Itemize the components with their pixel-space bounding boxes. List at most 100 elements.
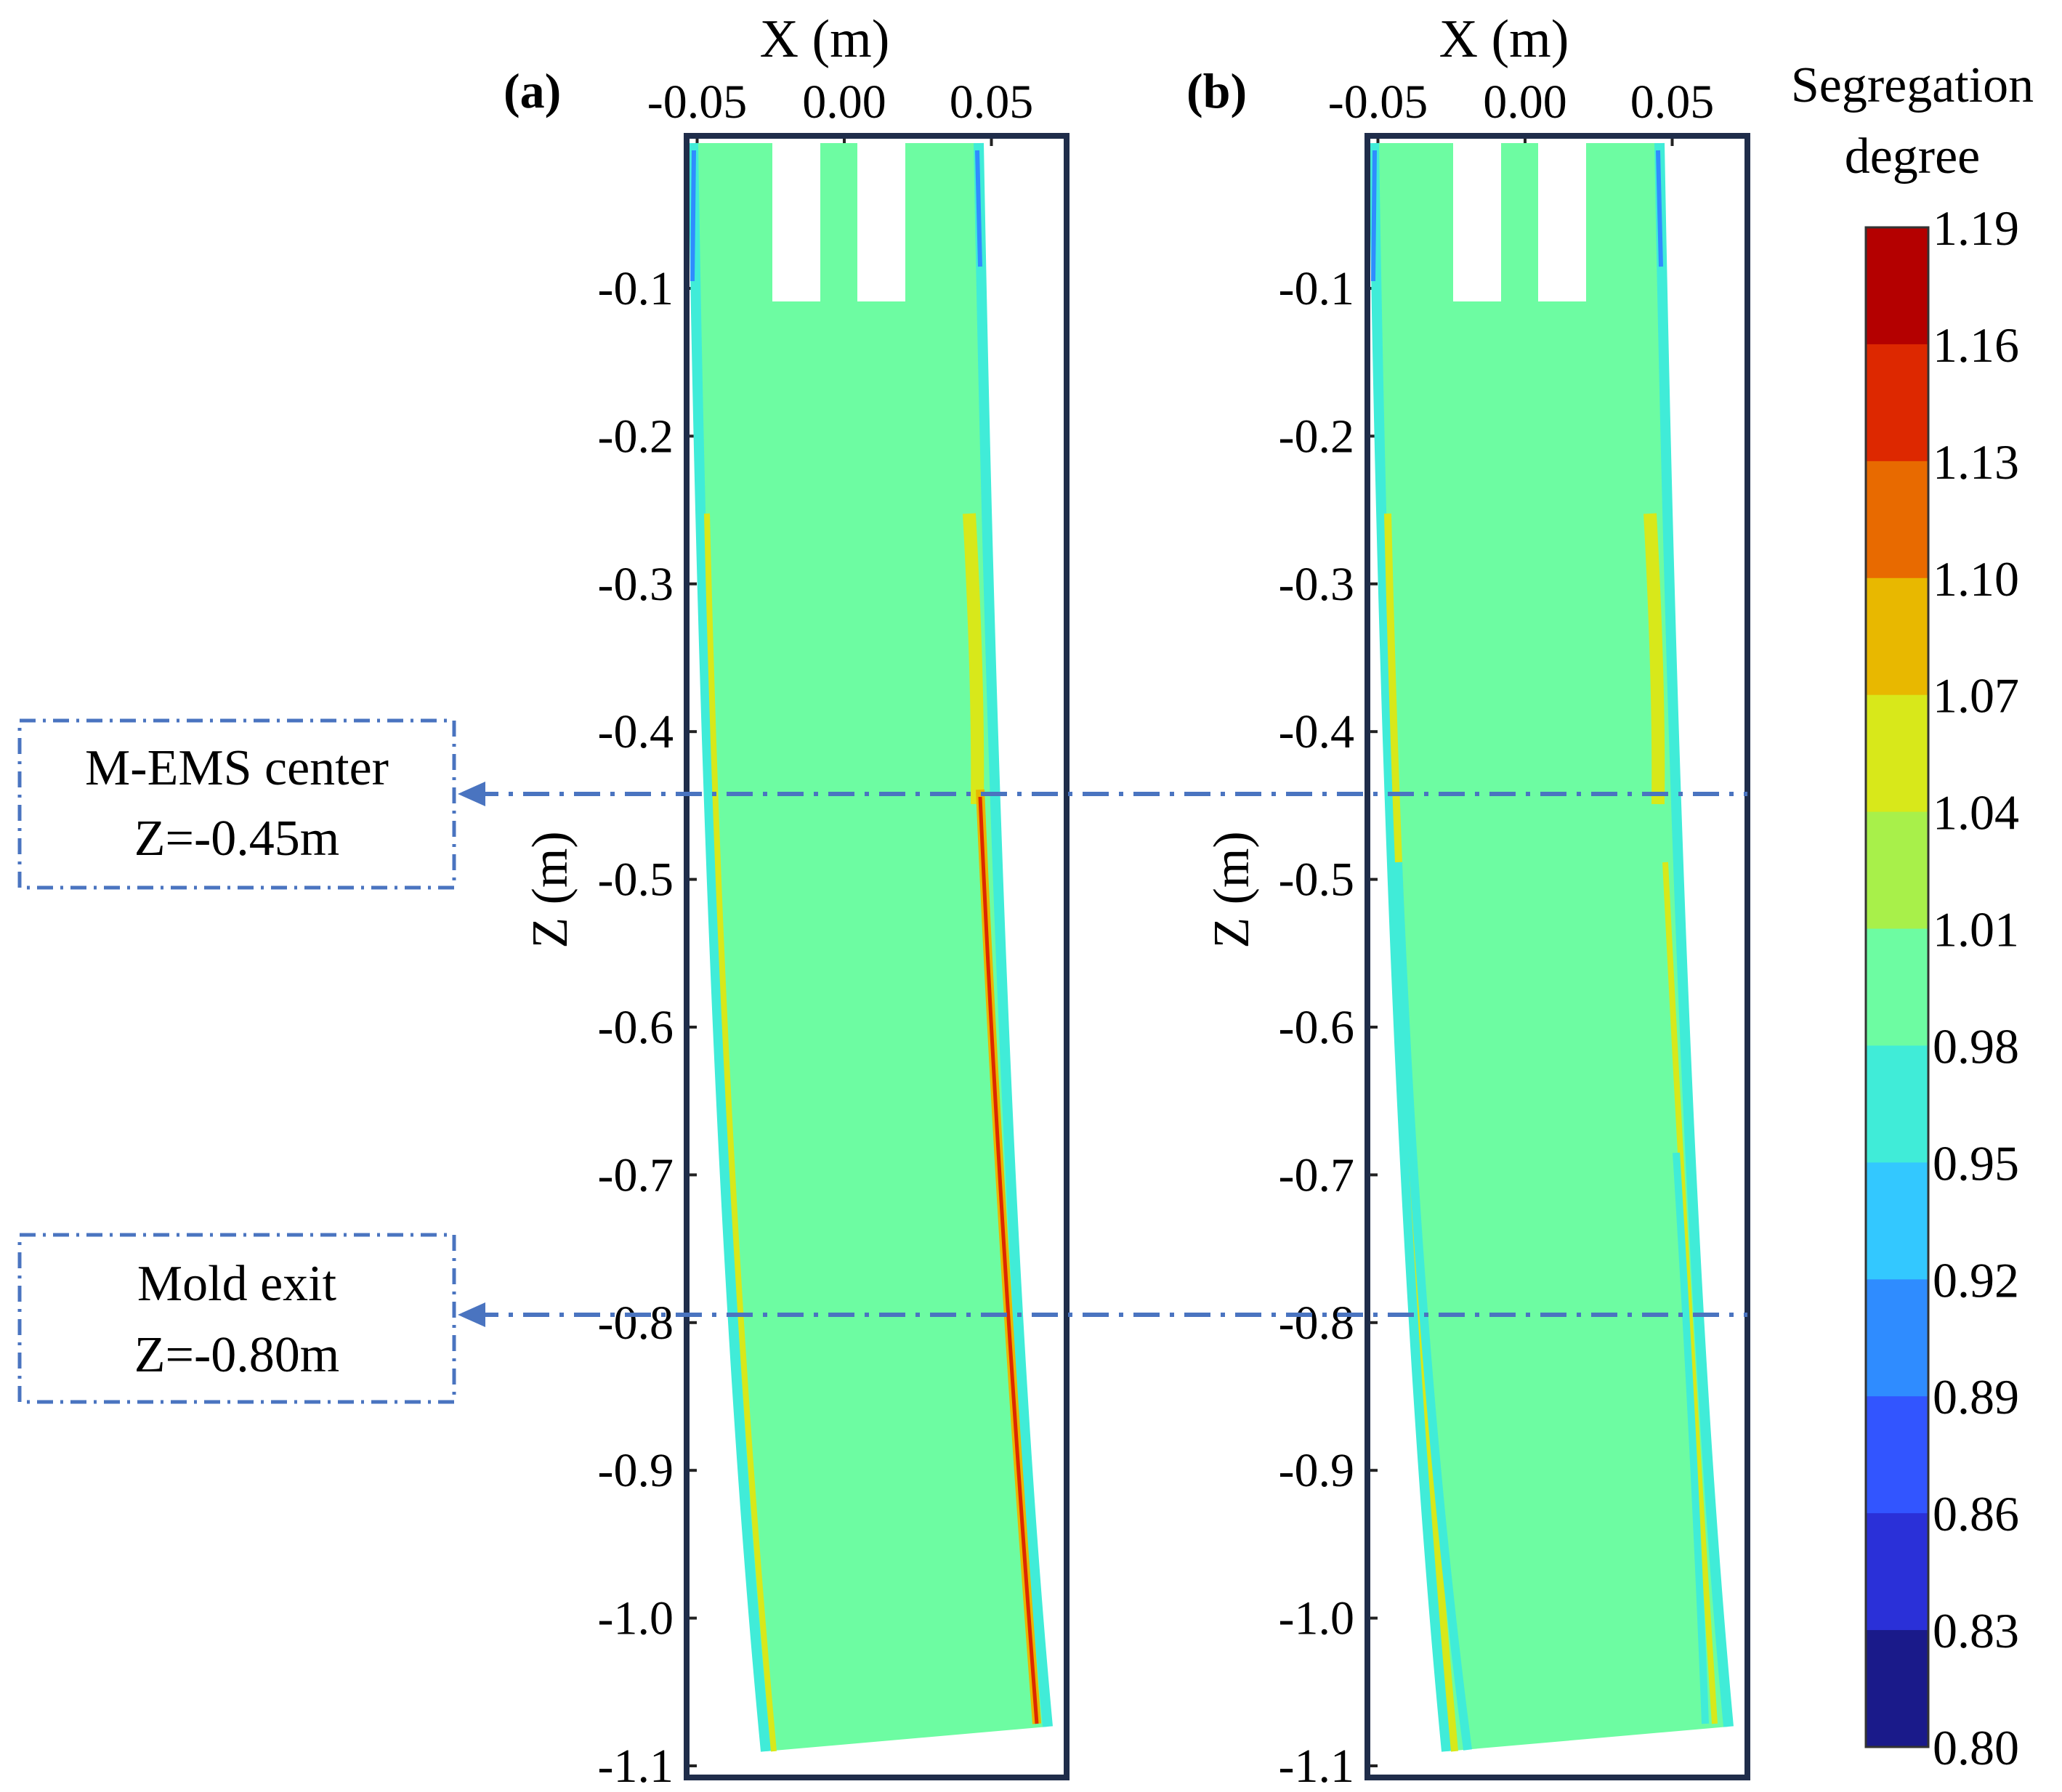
- colorbar-labels: 1.19 1.16 1.13 1.10 1.07 1.04 1.01 0.98 0.95 0.92…: [1933, 200, 2019, 1775]
- panel-a-ytick-label: -0.7: [598, 1148, 674, 1201]
- panel-b-left-band-cyan: [1394, 861, 1472, 1751]
- annotation-mold-line2: Z=-0.80m: [134, 1327, 340, 1383]
- panel-b-right-band-cyan: [1673, 1152, 1709, 1724]
- panel-a-xticks: -0.05 0.00 0.05: [647, 76, 1033, 146]
- annotations: M-EMS center Z=-0.45m Mold exit Z=-0.80m: [17, 718, 1747, 1404]
- annotation-mems-line1: M-EMS center: [85, 740, 389, 796]
- panel-a-ytick-label: -0.1: [598, 262, 674, 315]
- panel-b-yticks: -0.1 -0.2 -0.3 -0.4 -0.5 -0.6 -0.7 -0.8 -0.9 -1.0…: [1279, 262, 1378, 1792]
- colorbar-bands: [1866, 227, 1928, 1748]
- colorbar-tick-label: 1.01: [1933, 902, 2019, 957]
- panel-a-yticks: -0.1 -0.2 -0.3 -0.4 -0.5 -0.6 -0.7 -0.8 -0.9 -1.0…: [598, 262, 697, 1792]
- panel-b-ytick-label: -0.4: [1279, 705, 1354, 758]
- colorbar-tick-label: 1.19: [1933, 200, 2019, 256]
- colorbar-band: [1866, 1162, 1928, 1281]
- panel-b-ytick-label: -0.2: [1279, 410, 1354, 463]
- panel-b-right-edge-blue: [1656, 150, 1663, 267]
- panel-b-right-band-yellow: [1643, 513, 1665, 805]
- panel-a-ytick-label: -0.3: [598, 558, 674, 611]
- panel-a-ytick-label: -1.1: [598, 1740, 674, 1792]
- panel-a-ytick-label: -0.8: [598, 1297, 674, 1350]
- colorbar-tick-label: 0.80: [1933, 1720, 2019, 1775]
- colorbar-tick-label: 0.86: [1933, 1486, 2019, 1541]
- panel-a-ylabel: Z (m): [522, 831, 578, 948]
- panel-b-ytick-label: -0.7: [1279, 1148, 1354, 1201]
- colorbar-tick-label: 0.89: [1933, 1369, 2019, 1424]
- panel-a-ytick-label: -0.9: [598, 1444, 674, 1497]
- annotation-mold-line1: Mold exit: [137, 1256, 337, 1312]
- panel-b-segregation-field: [1369, 142, 1734, 1752]
- panel-a-segregation-field: [688, 142, 1053, 1752]
- colorbar-band: [1866, 227, 1928, 345]
- panel-a-nozzle-port-left: [772, 142, 820, 301]
- colorbar-tick-label: 1.07: [1933, 668, 2019, 723]
- colorbar-tick-label: 0.98: [1933, 1018, 2019, 1074]
- colorbar-band: [1866, 1630, 1928, 1748]
- colorbar-band: [1866, 1513, 1928, 1631]
- panel-b-xticks: -0.05 0.00 0.05: [1328, 76, 1714, 146]
- panel-a-xlabel: X (m): [760, 9, 890, 69]
- annotation-mold-box: [17, 1233, 456, 1404]
- panel-b-ytick-label: -0.3: [1279, 558, 1354, 611]
- panel-a-xtick-label: -0.05: [647, 76, 747, 129]
- panel-a-left-shell: [688, 142, 771, 1752]
- colorbar-title-line1: Segregation: [1791, 57, 2034, 113]
- panel-a-label: (a): [504, 63, 561, 118]
- colorbar: Segregation degree 1.191.161.131.101.071…: [1791, 57, 2034, 1775]
- panel-a-left-edge-blue: [690, 150, 696, 282]
- panel-b-left-edge-blue: [1371, 150, 1377, 282]
- colorbar-band: [1866, 928, 1928, 1047]
- colorbar-band: [1866, 1045, 1928, 1164]
- annotation-mems-box: [17, 718, 456, 890]
- panel-b-nozzle-port-right: [1538, 142, 1586, 301]
- panel-b-ytick-label: -0.1: [1279, 262, 1354, 315]
- panel-b-right-shell: [1654, 142, 1734, 1727]
- panel-a: (a) X (m) Z (m) -0.05 0.00 0.05 -0.1-0.2-0…: [504, 9, 1070, 1792]
- colorbar-band: [1866, 1396, 1928, 1515]
- panel-b-xtick-label: -0.05: [1328, 76, 1428, 129]
- panel-b-ytick-label: -0.9: [1279, 1444, 1354, 1497]
- panel-a-right-band-yellow: [963, 513, 984, 805]
- panel-a-xtick-label: 0.05: [950, 76, 1034, 129]
- panel-b-xlabel: X (m): [1439, 9, 1569, 69]
- panel-b-xtick-label: 0.00: [1483, 76, 1567, 129]
- panel-a-left-band-yellow: [704, 513, 777, 1752]
- annotation-mold-exit: Mold exit Z=-0.80m: [17, 1233, 1747, 1404]
- colorbar-frame: [1864, 226, 1930, 1748]
- colorbar-band: [1866, 577, 1928, 696]
- colorbar-band: [1866, 811, 1928, 930]
- colorbar-tick-label: 1.10: [1933, 551, 2019, 607]
- panel-a-right-edge-blue: [975, 150, 982, 267]
- panel-b-xtick-label: 0.05: [1630, 76, 1715, 129]
- panel-b-nozzle-port-left: [1453, 142, 1501, 301]
- colorbar-band: [1866, 1279, 1928, 1398]
- panel-b-strand: [1374, 143, 1729, 1751]
- panel-a-frame: [684, 133, 1070, 1780]
- panel-a-ytick-label: -1.0: [598, 1592, 674, 1645]
- colorbar-band: [1866, 461, 1928, 579]
- panel-b-ytick-label: -0.8: [1279, 1297, 1354, 1350]
- panel-b-frame: [1364, 133, 1750, 1780]
- panel-b-ytick-label: -1.0: [1279, 1592, 1354, 1645]
- panel-a-right-shell: [974, 142, 1053, 1727]
- colorbar-tick-label: 1.13: [1933, 434, 2019, 490]
- panel-a-xtick-label: 0.00: [802, 76, 886, 129]
- arrow-left-icon: [458, 1302, 485, 1327]
- panel-b-ytick-label: -0.6: [1279, 1001, 1354, 1054]
- panel-b-left-shell: [1369, 142, 1452, 1752]
- panel-a-ytick-label: -0.6: [598, 1001, 674, 1054]
- colorbar-title-line2: degree: [1845, 129, 1981, 185]
- panel-a-right-band-red: [978, 796, 1039, 1724]
- panel-b-ylabel: Z (m): [1204, 831, 1260, 948]
- colorbar-tick-label: 1.04: [1933, 785, 2019, 840]
- panel-a-nozzle-port-right: [857, 142, 905, 301]
- colorbar-band: [1866, 344, 1928, 462]
- colorbar-band: [1866, 694, 1928, 813]
- panel-a-ytick-label: -0.4: [598, 705, 674, 758]
- panel-b-ytick-label: -0.5: [1279, 854, 1354, 907]
- panel-b: (b) X (m) Z (m) -0.05 0.00 0.05 -0.1-0.2-0…: [1186, 9, 1750, 1792]
- panel-b-right-band-yellow-lower: [1662, 861, 1718, 1724]
- colorbar-tick-label: 0.95: [1933, 1135, 2019, 1191]
- annotation-mems-center: M-EMS center Z=-0.45m: [17, 718, 1747, 890]
